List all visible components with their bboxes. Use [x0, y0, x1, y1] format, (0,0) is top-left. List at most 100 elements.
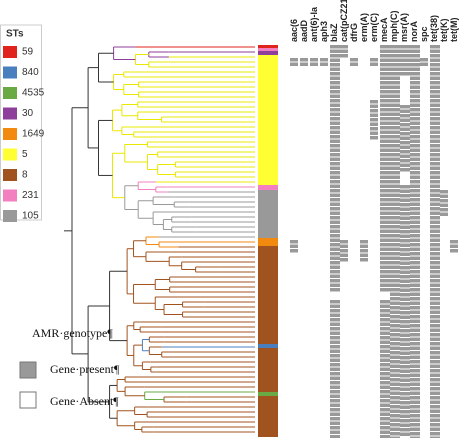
present-cell — [400, 392, 410, 396]
present-cell — [330, 349, 340, 353]
present-cell — [430, 135, 440, 139]
present-cell — [410, 319, 420, 323]
present-cell — [400, 163, 410, 167]
present-cell — [410, 436, 420, 438]
present-cell — [390, 54, 400, 58]
present-cell — [330, 318, 340, 322]
present-cell — [330, 207, 340, 211]
present-cell — [400, 154, 410, 158]
present-cell — [380, 99, 390, 103]
st-segment — [258, 348, 278, 392]
present-cell — [400, 72, 410, 76]
present-cell — [390, 220, 400, 224]
present-cell — [410, 427, 420, 431]
present-cell — [380, 345, 390, 349]
present-cell — [380, 331, 390, 335]
present-cell — [330, 300, 340, 304]
present-cell — [390, 99, 400, 103]
present-cell — [410, 261, 420, 265]
present-cell — [430, 378, 440, 382]
legend-label: 1649 — [22, 129, 45, 140]
present-cell — [330, 403, 340, 407]
present-cell — [400, 243, 410, 247]
present-cell — [410, 171, 420, 175]
st-segment — [258, 190, 278, 238]
present-cell — [380, 207, 390, 211]
present-cell — [410, 112, 420, 116]
present-cell — [380, 67, 390, 71]
present-cell — [400, 324, 410, 328]
present-cell — [400, 365, 410, 369]
present-cell — [390, 198, 400, 202]
present-cell — [370, 109, 378, 113]
present-cell — [400, 432, 410, 436]
heatmap — [290, 45, 458, 438]
present-cell — [410, 252, 420, 256]
present-cell — [440, 190, 448, 194]
present-cell — [330, 408, 340, 412]
present-cell — [400, 401, 410, 405]
present-cell — [330, 274, 340, 278]
present-cell — [430, 270, 440, 274]
present-cell — [440, 194, 448, 198]
present-cell — [430, 427, 440, 431]
present-cell — [400, 136, 410, 140]
present-cell — [410, 243, 420, 247]
present-cell — [330, 72, 340, 76]
present-cell — [410, 256, 420, 260]
present-cell — [300, 58, 308, 62]
present-cell — [430, 108, 440, 112]
present-cell — [330, 243, 340, 247]
present-cell — [390, 85, 400, 89]
present-cell — [330, 340, 340, 344]
present-cell — [400, 123, 410, 127]
present-cell — [390, 166, 400, 170]
present-cell — [340, 249, 348, 253]
present-cell — [410, 216, 420, 220]
absent-label: Gene·Absent¶ — [50, 394, 119, 408]
present-cell — [370, 136, 378, 140]
present-cell — [430, 184, 440, 188]
present-cell — [330, 372, 340, 376]
present-cell — [380, 112, 390, 116]
present-cell — [410, 364, 420, 368]
present-cell — [430, 355, 440, 359]
present-cell — [330, 265, 340, 269]
present-cell — [330, 345, 340, 349]
present-cell — [400, 198, 410, 202]
present-cell — [390, 324, 400, 328]
gene-label: tet(M) — [449, 18, 459, 43]
present-cell — [410, 378, 420, 382]
present-cell — [410, 175, 420, 179]
present-cell — [380, 279, 390, 283]
present-cell — [370, 58, 378, 62]
present-cell — [390, 337, 400, 341]
present-cell — [380, 412, 390, 416]
present-cell — [430, 418, 440, 422]
present-cell — [380, 408, 390, 412]
present-cell — [330, 216, 340, 220]
present-cell — [400, 49, 410, 53]
gene-label: aadD — [299, 19, 309, 42]
present-cell — [310, 58, 318, 62]
present-cell — [390, 432, 400, 436]
st-strip — [258, 45, 278, 437]
present-cell — [390, 126, 400, 130]
present-cell — [400, 374, 410, 378]
present-cell — [400, 185, 410, 189]
present-cell — [380, 304, 390, 308]
present-cell — [400, 212, 410, 216]
present-cell — [410, 130, 420, 134]
present-cell — [430, 346, 440, 350]
st-segment — [258, 344, 278, 348]
present-cell — [410, 135, 420, 139]
present-cell — [380, 372, 390, 376]
present-cell — [380, 126, 390, 130]
present-cell — [330, 153, 340, 157]
present-cell — [340, 45, 348, 49]
present-label: Gene·present¶ — [50, 362, 120, 376]
present-cell — [400, 132, 410, 136]
present-cell — [430, 261, 440, 265]
present-cell — [410, 333, 420, 337]
present-cell — [390, 229, 400, 233]
